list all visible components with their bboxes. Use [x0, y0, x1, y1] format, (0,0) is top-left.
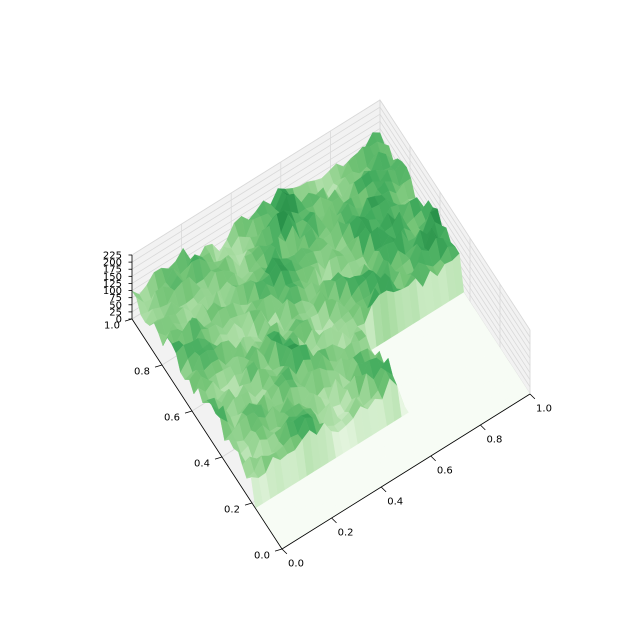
axis-tick-label: 175	[103, 265, 122, 276]
axis-tick-label: 1.0	[104, 321, 120, 332]
axis-tick-label: 0.2	[224, 505, 240, 516]
gridline-wall-z	[379, 121, 531, 352]
axis-tick-label: 0.2	[338, 528, 354, 539]
axis-tick-label: 125	[103, 279, 122, 290]
axis-tick-label: 1.0	[536, 404, 552, 415]
axis-tick	[331, 517, 337, 524]
axis-tick-label: 0.4	[387, 497, 403, 508]
axis-tick	[214, 456, 223, 460]
axis-tick-label: 200	[103, 258, 122, 269]
axis-tick-label: 0.6	[437, 466, 453, 477]
gridline-wall-z	[131, 120, 381, 277]
gridline-wall-z	[131, 113, 381, 270]
axis-tick	[380, 486, 387, 493]
x-axis-line	[281, 393, 531, 550]
y-axis: 0.0 0.2 0.4 0.6 0.8 1.0	[104, 318, 283, 562]
gridline-wall-z	[131, 128, 381, 284]
y-axis-line	[131, 318, 283, 550]
axis-tick	[154, 364, 163, 368]
axis-tick-label: 0.0	[288, 559, 304, 570]
axis-tick-label: 0	[116, 315, 122, 326]
axis-tick	[274, 548, 283, 552]
axis-tick-label: 150	[103, 272, 122, 283]
axis-tick	[244, 502, 253, 506]
axis-tick-label: 0.0	[254, 551, 270, 562]
gridline-wall-z	[131, 106, 381, 263]
axis-tick-label: 0.8	[134, 367, 150, 378]
gridline-wall-z	[379, 99, 531, 331]
axis-tick-label: 75	[109, 293, 122, 304]
axis-tick-label: 50	[109, 300, 122, 311]
axis-tick-label: 0.8	[486, 435, 502, 446]
axis-tick-label: 100	[103, 286, 122, 297]
axis-tick	[480, 424, 486, 431]
axis-tick	[430, 455, 436, 462]
axis-tick-label: 0.6	[164, 413, 180, 424]
axis-tick	[529, 393, 536, 400]
axis-tick	[184, 410, 193, 414]
axis-tick-label: 25	[109, 307, 122, 318]
x-axis: 0.0 0.2 0.4 0.6 0.8 1.0	[281, 393, 552, 570]
axis-tick-label: 0.4	[194, 459, 210, 470]
axis-tick-label: 225	[103, 251, 122, 262]
surface-mesh	[131, 132, 531, 550]
gridline-wall-z	[131, 99, 381, 256]
axis-tick	[281, 548, 288, 555]
gridline-wall-z	[379, 114, 531, 345]
gridline-wall-z	[379, 106, 531, 338]
